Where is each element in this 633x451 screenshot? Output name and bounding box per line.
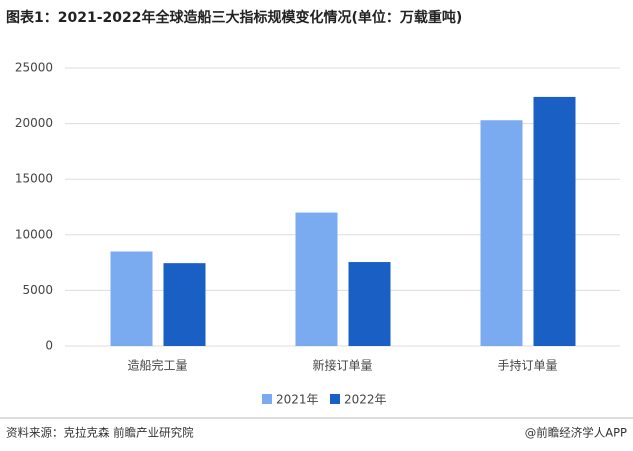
bar bbox=[533, 96, 576, 346]
source: 资料来源：克拉克森 前瞻产业研究院 bbox=[6, 426, 194, 440]
y-tick-label: 20000 bbox=[15, 116, 53, 130]
y-tick-label: 15000 bbox=[15, 172, 53, 186]
legend-label: 2022年 bbox=[344, 393, 387, 407]
legend-swatch bbox=[330, 394, 340, 404]
credit: @前瞻经济学人APP bbox=[525, 426, 627, 440]
bar bbox=[163, 263, 206, 346]
bar bbox=[480, 120, 523, 346]
bar bbox=[295, 212, 338, 346]
y-tick-label: 10000 bbox=[15, 227, 53, 241]
legend-swatch bbox=[262, 394, 272, 404]
x-tick-label: 新接订单量 bbox=[312, 358, 372, 373]
y-tick-label: 0 bbox=[45, 339, 53, 353]
chart-title: 图表1：2021-2022年全球造船三大指标规模变化情况(单位：万载重吨) bbox=[6, 9, 462, 26]
x-tick-label: 造船完工量 bbox=[127, 358, 187, 373]
legend-label: 2021年 bbox=[276, 393, 319, 407]
x-tick-label: 手持订单量 bbox=[497, 358, 557, 373]
y-tick-label: 5000 bbox=[22, 283, 53, 297]
bar bbox=[348, 262, 391, 346]
bar bbox=[110, 251, 153, 346]
y-tick-label: 25000 bbox=[15, 61, 53, 75]
